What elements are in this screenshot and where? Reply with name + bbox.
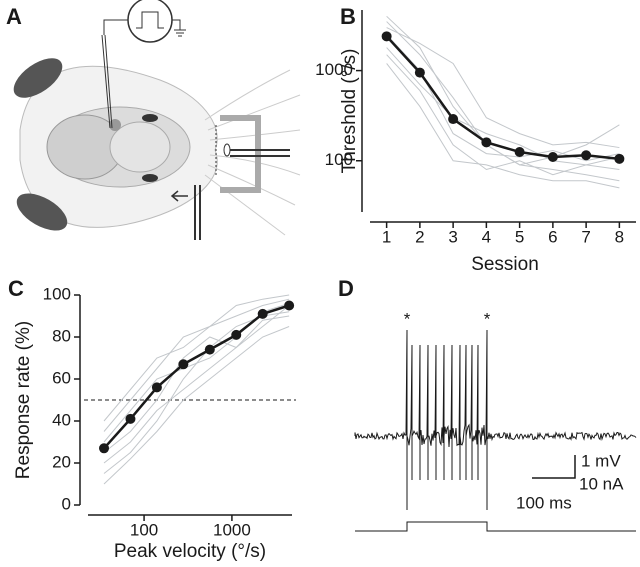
mean-point	[231, 329, 242, 340]
mean-point	[99, 443, 110, 454]
scale-label: 10 nA	[579, 474, 624, 493]
mean-point	[514, 147, 525, 158]
y-tick-label: 0	[62, 494, 71, 513]
y-axis-label: Threshold (°/s)	[339, 49, 360, 174]
mean-point	[125, 413, 136, 424]
scale-label: 100 ms	[516, 493, 572, 512]
animal-line	[386, 34, 620, 162]
x-tick-label: 5	[515, 227, 524, 246]
y-tick-label: 100	[325, 150, 353, 169]
mean-point	[257, 308, 268, 319]
panel-label: D	[338, 276, 354, 301]
scale-bar	[532, 455, 576, 479]
mean-point	[581, 150, 592, 161]
mean-point	[614, 153, 625, 164]
animal-line	[103, 326, 290, 485]
animal-line	[103, 311, 290, 474]
mean-point	[414, 67, 425, 78]
x-tick-label: 7	[581, 227, 590, 246]
mean-line	[385, 35, 620, 161]
x-tick-label: 1000	[213, 520, 251, 539]
animal-line	[103, 305, 290, 464]
animal-line	[103, 298, 290, 432]
mean-line	[103, 304, 290, 450]
x-tick-label: 3	[448, 227, 457, 246]
x-tick-label: 1	[382, 227, 391, 246]
x-tick-label: 100	[130, 520, 158, 539]
y-tick-label: 100	[43, 284, 71, 303]
y-tick-label: 60	[52, 368, 71, 387]
animal-line	[103, 315, 290, 453]
mean-point	[547, 152, 558, 163]
y-tick-label: 40	[52, 410, 71, 429]
mean-point	[178, 359, 189, 370]
animal-line	[103, 294, 290, 422]
mean-point	[481, 137, 492, 148]
animal-line	[386, 63, 620, 189]
mean-point	[284, 300, 295, 311]
panel-label: A	[6, 4, 22, 29]
x-tick-label: 6	[548, 227, 557, 246]
x-axis-label: Peak velocity (°/s)	[114, 541, 266, 562]
x-tick-label: 4	[482, 227, 491, 246]
stimulus-trace	[355, 521, 636, 532]
y-axis-label: Response rate (%)	[13, 321, 34, 479]
animal-line	[386, 47, 620, 166]
mean-point	[448, 114, 459, 125]
mean-point	[381, 31, 392, 42]
spike-marker: *	[404, 309, 411, 328]
x-tick-label: 8	[615, 227, 624, 246]
recording-trace	[354, 329, 637, 510]
mean-point	[151, 382, 162, 393]
mean-point	[204, 344, 215, 355]
animal-line	[386, 21, 620, 166]
panel-label: B	[340, 4, 356, 29]
scale-label: 1 mV	[581, 451, 621, 470]
animal-line	[386, 54, 620, 176]
y-tick-label: 1000	[315, 60, 353, 79]
y-tick-label: 80	[52, 326, 71, 345]
animal-line	[386, 27, 620, 149]
panel-label: C	[8, 276, 24, 301]
x-axis-label: Session	[471, 254, 539, 275]
y-tick-label: 20	[52, 452, 71, 471]
spike-marker: *	[484, 309, 491, 328]
x-tick-label: 2	[415, 227, 424, 246]
rat-illustration	[13, 0, 301, 240]
